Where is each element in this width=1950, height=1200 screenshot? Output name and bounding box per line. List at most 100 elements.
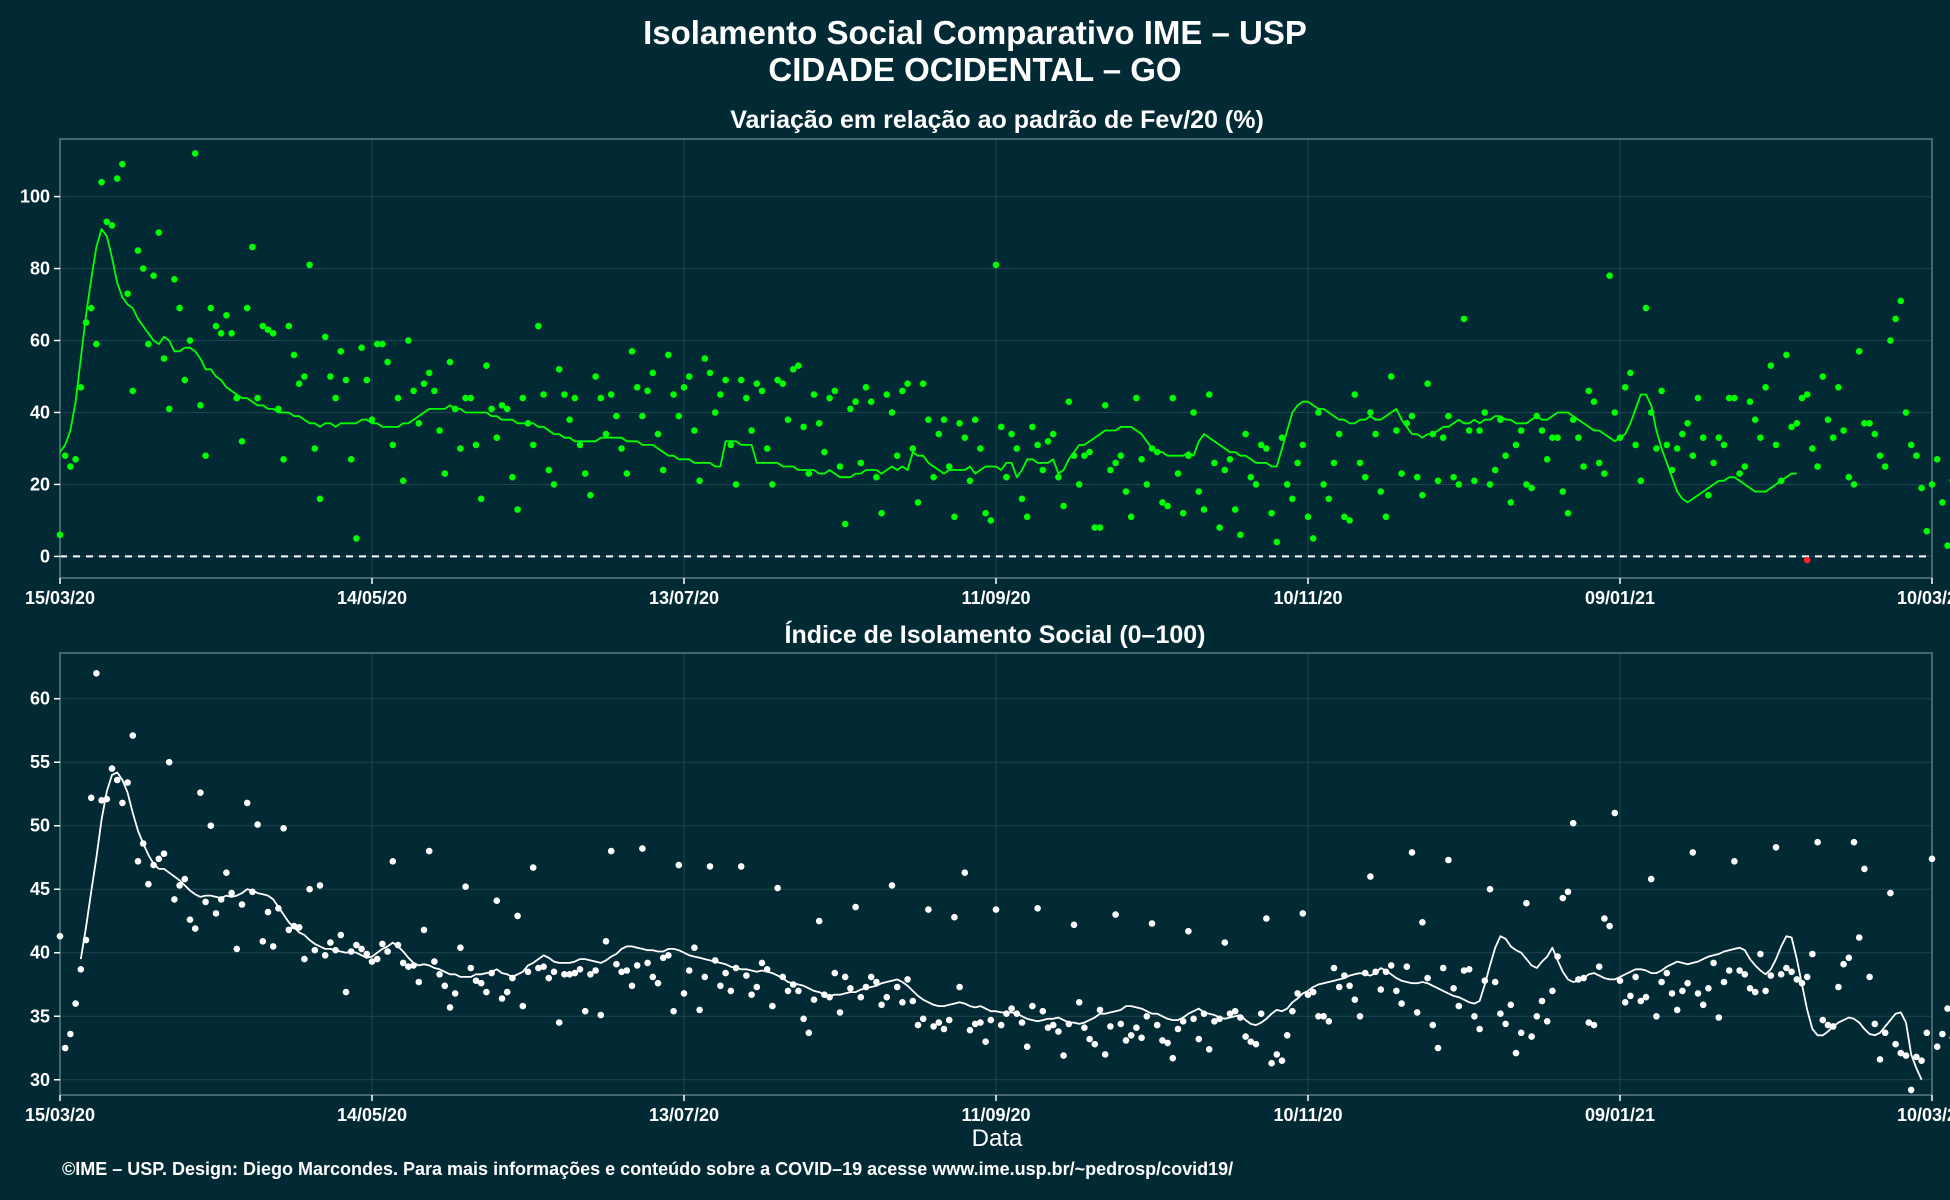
p1-point: [1783, 351, 1790, 359]
p2-point: [966, 1026, 974, 1034]
p2-point: [212, 910, 220, 917]
p1-point: [379, 340, 386, 348]
p1-point: [191, 150, 199, 157]
p1-point: [457, 445, 464, 452]
p2-point: [1559, 894, 1567, 902]
p1-point: [1611, 409, 1619, 416]
p2-point: [327, 939, 334, 946]
p1-point: [1907, 441, 1915, 449]
p1-point: [342, 376, 350, 384]
p2-point: [956, 983, 963, 991]
p2-point: [644, 959, 651, 967]
p1-point: [1143, 481, 1151, 488]
p2-point: [1699, 1001, 1707, 1009]
p1-point: [160, 355, 168, 362]
p2-point: [1112, 911, 1119, 918]
p2-point: [373, 955, 381, 963]
p1-point: [758, 387, 766, 395]
p1-point: [883, 391, 891, 398]
p2-point: [462, 883, 469, 890]
p2-point: [1252, 1040, 1260, 1048]
p2-point: [893, 983, 901, 991]
p1-point: [337, 348, 345, 355]
p2-y-tick-label-1: 35: [30, 1006, 50, 1026]
p2-point: [1387, 962, 1395, 969]
p1-point: [1595, 459, 1603, 467]
p2-point: [592, 967, 599, 974]
p2-point: [545, 974, 553, 982]
p2-point: [982, 1038, 989, 1045]
p1-point: [77, 384, 85, 391]
p1-point: [1023, 513, 1031, 521]
p2-point: [1148, 920, 1156, 927]
p2-point: [1497, 1010, 1504, 1017]
p1-point: [1283, 481, 1291, 488]
p2-point: [316, 882, 324, 889]
p2-point: [1767, 972, 1775, 979]
p1-point: [207, 304, 215, 312]
p1-point: [1346, 517, 1353, 524]
p2-point: [675, 861, 683, 869]
p2-point: [1819, 1016, 1827, 1024]
p2-point: [1564, 888, 1572, 896]
p2-point: [1299, 910, 1307, 917]
p1-point: [1096, 524, 1104, 531]
p2-point: [1923, 1029, 1931, 1037]
p2-point: [1663, 969, 1671, 977]
p1-point: [680, 384, 688, 391]
p1-point: [1408, 412, 1416, 420]
p1-point: [670, 391, 677, 398]
p1-point: [129, 387, 137, 395]
p2-point: [1413, 1009, 1421, 1016]
p2-point: [223, 869, 230, 876]
p1-point: [98, 178, 105, 186]
p2-point: [1273, 1051, 1281, 1058]
p1-point: [1190, 409, 1197, 416]
p1-point: [1476, 427, 1483, 434]
p2-point: [1242, 1033, 1249, 1040]
p2-point: [165, 758, 173, 766]
p1-point: [1850, 481, 1858, 488]
p2-point: [1091, 1040, 1099, 1048]
p1-point: [1653, 445, 1660, 452]
p2-point: [342, 988, 350, 996]
p1-point: [1455, 481, 1463, 488]
p1-point: [358, 344, 365, 352]
p2-point: [1944, 1005, 1950, 1012]
p2-point: [384, 948, 391, 955]
p1-point: [420, 380, 428, 388]
p1-point: [441, 470, 449, 477]
p1-point: [1913, 452, 1920, 460]
p2-point: [1866, 973, 1873, 981]
p1-point: [779, 380, 787, 388]
p2-point: [191, 925, 199, 932]
p1-point: [795, 362, 802, 370]
p1-point: [238, 438, 246, 445]
p1-point: [249, 243, 256, 251]
p1-point: [815, 420, 823, 427]
p2-point: [1897, 1049, 1905, 1057]
p1-point: [1138, 456, 1145, 463]
p2-point: [113, 776, 121, 784]
p2-point: [1684, 979, 1691, 987]
p1-point: [1029, 423, 1036, 431]
p1-point: [1491, 466, 1499, 474]
p2-point: [613, 960, 620, 968]
p1-point: [1377, 488, 1385, 495]
p1-point: [1881, 463, 1889, 470]
p1-point: [165, 405, 173, 413]
p2-point: [1715, 1014, 1723, 1021]
p2-point: [1008, 1005, 1015, 1012]
p2-point: [623, 967, 631, 974]
p2-point: [1835, 983, 1842, 991]
p2-point: [888, 882, 896, 889]
p1-point: [56, 531, 64, 539]
p1-point: [1008, 430, 1015, 438]
main-subtitle: CIDADE OCIDENTAL – GO: [768, 51, 1181, 88]
p2-point: [1788, 968, 1795, 976]
p1-point: [743, 394, 750, 402]
p2-y-tick-label-4: 50: [30, 816, 50, 836]
p2-point: [1751, 988, 1759, 996]
p1-point: [951, 513, 958, 521]
p1-point: [977, 445, 984, 452]
